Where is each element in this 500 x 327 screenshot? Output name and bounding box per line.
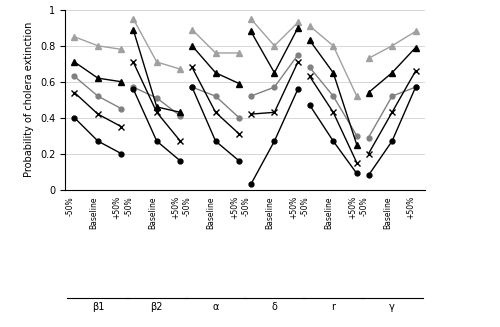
(2, 0) (72, 116, 78, 120)
Text: Baseline: Baseline (324, 196, 333, 229)
(1, 0) (95, 94, 101, 98)
Text: -50%: -50% (242, 196, 251, 216)
(0,10) (72, 35, 78, 39)
(0,20) (118, 80, 124, 84)
Text: +50%: +50% (289, 196, 298, 219)
Text: -50%: -50% (360, 196, 368, 216)
(1,10) (95, 112, 101, 116)
Line: (1,10): (1,10) (72, 89, 124, 130)
Text: +50%: +50% (230, 196, 239, 219)
Text: +50%: +50% (406, 196, 416, 219)
Text: -50%: -50% (66, 196, 74, 216)
Text: Baseline: Baseline (266, 196, 274, 229)
Text: Baseline: Baseline (89, 196, 98, 229)
(1, 0) (118, 107, 124, 111)
Text: δ: δ (272, 302, 278, 312)
Text: -50%: -50% (300, 196, 310, 216)
(0,20) (95, 76, 101, 80)
(1, 0) (72, 75, 78, 78)
Line: (0,20): (0,20) (72, 59, 124, 85)
(2, 0) (95, 139, 101, 143)
Text: -50%: -50% (183, 196, 192, 216)
Text: β2: β2 (150, 302, 163, 312)
Text: r: r (331, 302, 335, 312)
Y-axis label: Probability of cholera extinction: Probability of cholera extinction (24, 22, 34, 178)
Text: γ: γ (389, 302, 395, 312)
Line (72, 74, 124, 111)
(0,10) (95, 44, 101, 48)
Line: (0,10): (0,10) (72, 34, 124, 53)
Text: -50%: -50% (124, 196, 133, 216)
(1,10) (72, 91, 78, 95)
Text: β1: β1 (92, 302, 104, 312)
Text: +50%: +50% (112, 196, 122, 219)
Text: α: α (212, 302, 219, 312)
(1,10) (118, 125, 124, 129)
Text: Baseline: Baseline (206, 196, 216, 229)
Text: Baseline: Baseline (148, 196, 157, 229)
Text: Baseline: Baseline (383, 196, 392, 229)
Text: +50%: +50% (172, 196, 180, 219)
(0,10) (118, 47, 124, 51)
(2, 0) (118, 152, 124, 156)
Line (72, 115, 124, 156)
Text: +50%: +50% (348, 196, 357, 219)
(0,20) (72, 60, 78, 64)
